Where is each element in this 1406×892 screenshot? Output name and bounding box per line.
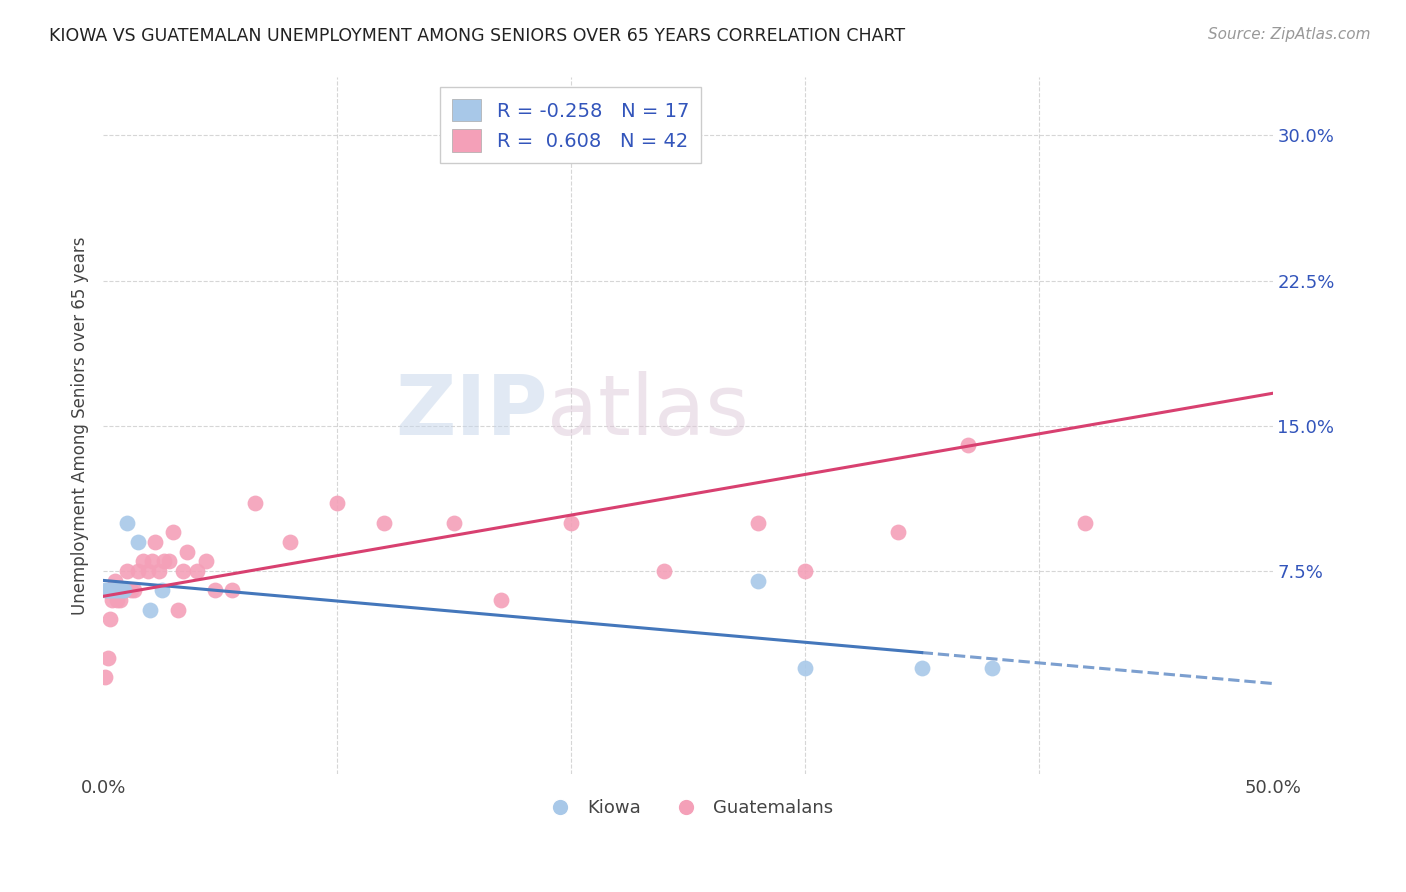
Point <box>127 564 149 578</box>
Point <box>326 496 349 510</box>
Point <box>136 564 159 578</box>
Point <box>167 602 190 616</box>
Point <box>101 593 124 607</box>
Point <box>957 438 980 452</box>
Point <box>172 564 194 578</box>
Point <box>1074 516 1097 530</box>
Point <box>111 583 134 598</box>
Point <box>176 544 198 558</box>
Point <box>115 516 138 530</box>
Point <box>132 554 155 568</box>
Legend: Kiowa, Guatemalans: Kiowa, Guatemalans <box>536 792 841 824</box>
Point <box>654 564 676 578</box>
Point <box>108 593 131 607</box>
Point <box>97 651 120 665</box>
Point <box>150 583 173 598</box>
Point <box>139 602 162 616</box>
Point <box>793 564 815 578</box>
Point <box>143 535 166 549</box>
Point <box>98 612 121 626</box>
Text: Source: ZipAtlas.com: Source: ZipAtlas.com <box>1208 27 1371 42</box>
Point <box>120 583 142 598</box>
Point <box>980 661 1002 675</box>
Point <box>373 516 395 530</box>
Point <box>153 554 176 568</box>
Text: atlas: atlas <box>547 371 749 452</box>
Point <box>747 516 769 530</box>
Y-axis label: Unemployment Among Seniors over 65 years: Unemployment Among Seniors over 65 years <box>72 236 89 615</box>
Point <box>148 564 170 578</box>
Text: ZIP: ZIP <box>395 371 547 452</box>
Point <box>278 535 301 549</box>
Point <box>98 583 121 598</box>
Point <box>793 661 815 675</box>
Text: KIOWA VS GUATEMALAN UNEMPLOYMENT AMONG SENIORS OVER 65 YEARS CORRELATION CHART: KIOWA VS GUATEMALAN UNEMPLOYMENT AMONG S… <box>49 27 905 45</box>
Point <box>97 583 120 598</box>
Point <box>105 593 128 607</box>
Point <box>204 583 226 598</box>
Point <box>122 583 145 598</box>
Point <box>108 583 131 598</box>
Point <box>101 583 124 598</box>
Point <box>243 496 266 510</box>
Point <box>560 516 582 530</box>
Point <box>111 583 134 598</box>
Point <box>104 574 127 588</box>
Point <box>94 670 117 684</box>
Point <box>105 583 128 598</box>
Point <box>157 554 180 568</box>
Point <box>162 525 184 540</box>
Point <box>747 574 769 588</box>
Point <box>115 564 138 578</box>
Point <box>127 535 149 549</box>
Point <box>221 583 243 598</box>
Point <box>911 661 934 675</box>
Point <box>887 525 910 540</box>
Point <box>195 554 218 568</box>
Point <box>186 564 208 578</box>
Point <box>443 516 465 530</box>
Point <box>94 583 117 598</box>
Point <box>112 583 135 598</box>
Point <box>104 583 127 598</box>
Point <box>112 583 135 598</box>
Point <box>489 593 512 607</box>
Point <box>141 554 163 568</box>
